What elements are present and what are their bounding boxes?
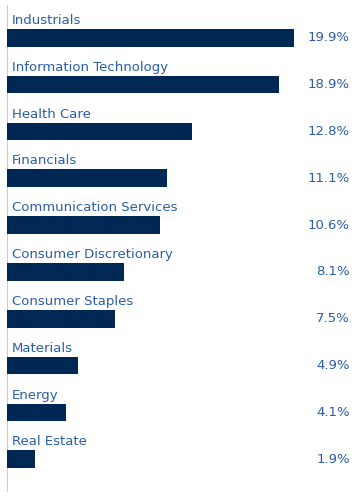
Bar xyxy=(7,404,66,421)
Text: 4.1%: 4.1% xyxy=(316,406,350,419)
Text: Industrials: Industrials xyxy=(12,14,81,27)
Text: 10.6%: 10.6% xyxy=(308,219,350,232)
Text: Materials: Materials xyxy=(12,342,72,355)
Bar xyxy=(7,29,294,47)
Bar xyxy=(7,216,160,234)
Text: 18.9%: 18.9% xyxy=(308,78,350,91)
Text: Information Technology: Information Technology xyxy=(12,61,168,74)
Text: Real Estate: Real Estate xyxy=(12,435,86,448)
Bar xyxy=(7,310,115,328)
Text: Consumer Discretionary: Consumer Discretionary xyxy=(12,248,172,261)
Bar xyxy=(7,169,167,187)
Text: 19.9%: 19.9% xyxy=(308,31,350,44)
Bar xyxy=(7,123,192,140)
Text: Consumer Staples: Consumer Staples xyxy=(12,295,133,308)
Text: Communication Services: Communication Services xyxy=(12,201,177,214)
Bar xyxy=(7,357,78,374)
Text: 1.9%: 1.9% xyxy=(316,453,350,466)
Text: Health Care: Health Care xyxy=(12,108,90,121)
Bar xyxy=(7,263,124,281)
Text: 7.5%: 7.5% xyxy=(316,312,350,325)
Bar xyxy=(7,450,35,468)
Text: 11.1%: 11.1% xyxy=(308,172,350,185)
Bar xyxy=(7,76,279,93)
Text: Energy: Energy xyxy=(12,389,58,402)
Text: 12.8%: 12.8% xyxy=(308,125,350,138)
Text: 8.1%: 8.1% xyxy=(316,265,350,278)
Text: Financials: Financials xyxy=(12,155,77,167)
Text: 4.9%: 4.9% xyxy=(316,359,350,372)
